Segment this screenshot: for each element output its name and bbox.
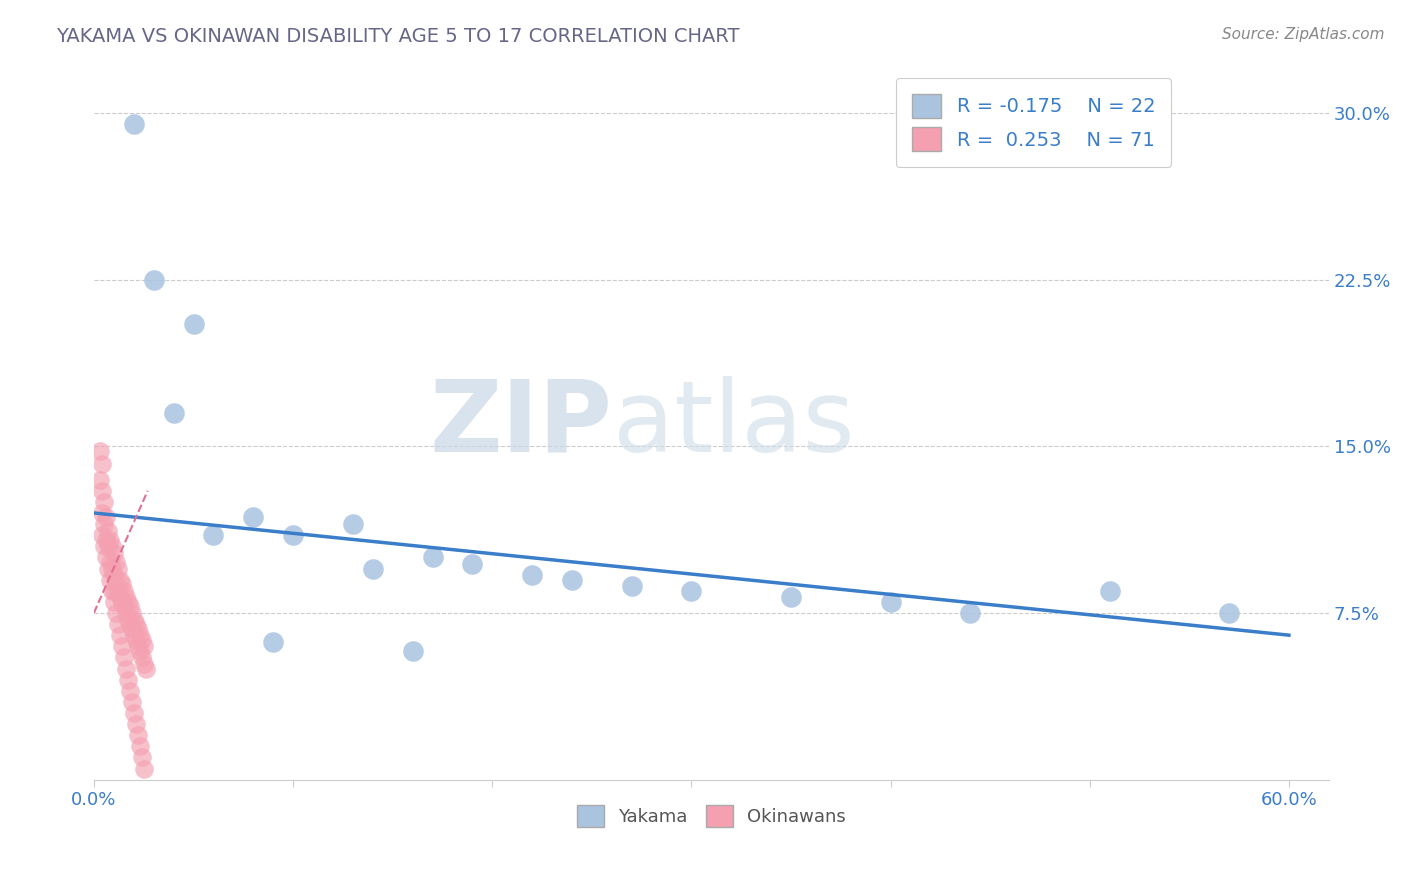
Point <box>681 583 703 598</box>
Point <box>128 644 150 658</box>
Point <box>131 632 153 647</box>
Text: Source: ZipAtlas.com: Source: ZipAtlas.com <box>1222 27 1385 42</box>
Point <box>117 595 139 609</box>
Point <box>89 443 111 458</box>
Point <box>118 617 141 632</box>
Point <box>1218 606 1240 620</box>
Point <box>127 728 149 742</box>
Point <box>97 539 120 553</box>
Legend: Yakama, Okinawans: Yakama, Okinawans <box>569 798 853 835</box>
Point <box>132 640 155 654</box>
Point <box>122 628 145 642</box>
Point <box>90 483 112 498</box>
Point <box>104 555 127 569</box>
Point <box>107 583 129 598</box>
Point <box>104 577 127 591</box>
Point <box>114 591 136 605</box>
Point <box>94 533 117 547</box>
Point <box>125 632 148 647</box>
Point <box>111 595 134 609</box>
Point <box>121 606 143 620</box>
Point <box>103 583 125 598</box>
Point <box>132 762 155 776</box>
Point <box>121 695 143 709</box>
Text: ZIP: ZIP <box>430 376 613 473</box>
Point <box>780 591 803 605</box>
Point <box>97 561 120 575</box>
Point <box>142 272 165 286</box>
Point <box>114 606 136 620</box>
Point <box>422 550 444 565</box>
Point <box>103 568 125 582</box>
Point <box>97 524 120 538</box>
Point <box>94 550 117 565</box>
Point <box>122 706 145 720</box>
Point <box>401 644 423 658</box>
Point <box>108 591 131 605</box>
Point <box>118 683 141 698</box>
Point <box>122 613 145 627</box>
Point <box>93 495 115 509</box>
Point <box>98 573 121 587</box>
Point <box>98 555 121 569</box>
Point <box>101 539 124 553</box>
Point <box>112 650 135 665</box>
Point <box>112 583 135 598</box>
Point <box>107 617 129 632</box>
Point <box>111 640 134 654</box>
Point <box>117 673 139 687</box>
Point <box>104 606 127 620</box>
Point <box>361 561 384 575</box>
Text: YAKAMA VS OKINAWAN DISABILITY AGE 5 TO 17 CORRELATION CHART: YAKAMA VS OKINAWAN DISABILITY AGE 5 TO 1… <box>56 27 740 45</box>
Point <box>89 473 111 487</box>
Point <box>1098 583 1121 598</box>
Point <box>128 628 150 642</box>
Point <box>93 539 115 553</box>
Point <box>118 599 141 614</box>
Point <box>93 517 115 532</box>
Point <box>281 528 304 542</box>
Point <box>561 573 583 587</box>
Point <box>125 717 148 731</box>
Point <box>342 517 364 532</box>
Point <box>108 573 131 587</box>
Text: atlas: atlas <box>613 376 855 473</box>
Point <box>112 599 135 614</box>
Point <box>90 528 112 542</box>
Point <box>111 577 134 591</box>
Point <box>127 622 149 636</box>
Point <box>128 739 150 754</box>
Point <box>90 457 112 471</box>
Point <box>107 561 129 575</box>
Point <box>183 317 205 331</box>
Point <box>117 613 139 627</box>
Point <box>242 510 264 524</box>
Point <box>114 661 136 675</box>
Point <box>98 533 121 547</box>
Point <box>620 579 643 593</box>
Point <box>461 557 484 571</box>
Point <box>103 595 125 609</box>
Point <box>108 628 131 642</box>
Point <box>262 635 284 649</box>
Point <box>879 595 901 609</box>
Point <box>94 510 117 524</box>
Point <box>162 406 184 420</box>
Point <box>131 750 153 764</box>
Point <box>131 650 153 665</box>
Point <box>90 506 112 520</box>
Point <box>132 657 155 671</box>
Point <box>202 528 225 542</box>
Point <box>135 661 157 675</box>
Point <box>103 546 125 560</box>
Point <box>121 622 143 636</box>
Point <box>125 617 148 632</box>
Point <box>520 568 543 582</box>
Point <box>959 606 981 620</box>
Point <box>101 583 124 598</box>
Point <box>122 117 145 131</box>
Point <box>127 640 149 654</box>
Point <box>101 561 124 575</box>
